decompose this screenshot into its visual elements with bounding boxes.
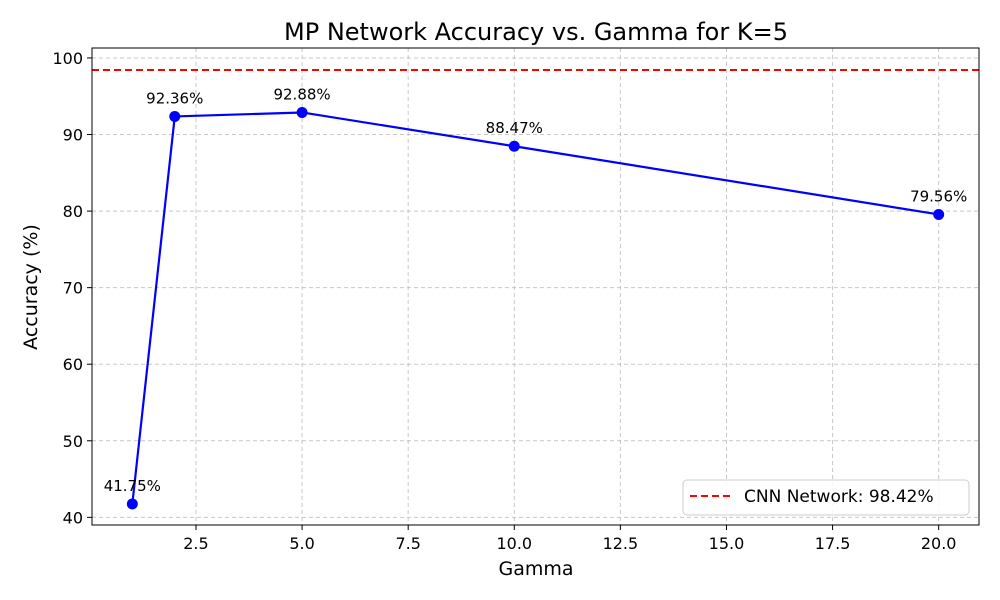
x-tick-label: 5.0 [289, 534, 314, 553]
chart-title: MP Network Accuracy vs. Gamma for K=5 [284, 18, 788, 46]
legend-box [682, 479, 970, 516]
x-tick-label: 17.5 [815, 534, 851, 553]
x-tick-label: 10.0 [496, 534, 532, 553]
y-tick-label: 90 [63, 126, 83, 145]
y-tick-label: 60 [63, 355, 83, 374]
series-group: 41.75% 92.36% 92.88% 88.47% 79.56% [104, 85, 967, 510]
x-axis-title: Gamma [498, 558, 573, 580]
y-tick-label: 50 [63, 432, 83, 451]
data-point [933, 208, 945, 220]
y-tick-label: 80 [63, 202, 83, 221]
plot-frame [91, 47, 980, 526]
y-tick-label: 100 [52, 49, 83, 68]
data-point [508, 140, 520, 152]
data-point-label: 92.36% [146, 89, 203, 107]
data-point-label: 88.47% [486, 119, 543, 137]
y-tick-label: 40 [63, 508, 83, 527]
ticks: 2.5 5.0 7.5 10.0 12.5 15.0 17.5 20.0 40 50 60 70 80 9… [52, 49, 956, 553]
data-point-label: 92.88% [273, 85, 330, 103]
x-tick-label: 12.5 [603, 534, 639, 553]
data-point [169, 110, 181, 122]
data-point [126, 498, 138, 510]
legend-label-cnn: CNN Network: 98.42% [744, 487, 934, 507]
data-point [296, 106, 308, 118]
x-tick-label: 15.0 [709, 534, 745, 553]
grid [92, 48, 979, 525]
data-point-label: 41.75% [104, 477, 161, 495]
y-axis-title: Accuracy (%) [20, 224, 42, 350]
data-point-label: 79.56% [910, 187, 967, 205]
series-line [131, 111, 939, 505]
x-tick-label: 2.5 [183, 534, 208, 553]
y-tick-label: 70 [63, 279, 83, 298]
legend: CNN Network: 98.42% [682, 479, 970, 516]
x-tick-label: 7.5 [395, 534, 420, 553]
x-tick-label: 20.0 [921, 534, 957, 553]
